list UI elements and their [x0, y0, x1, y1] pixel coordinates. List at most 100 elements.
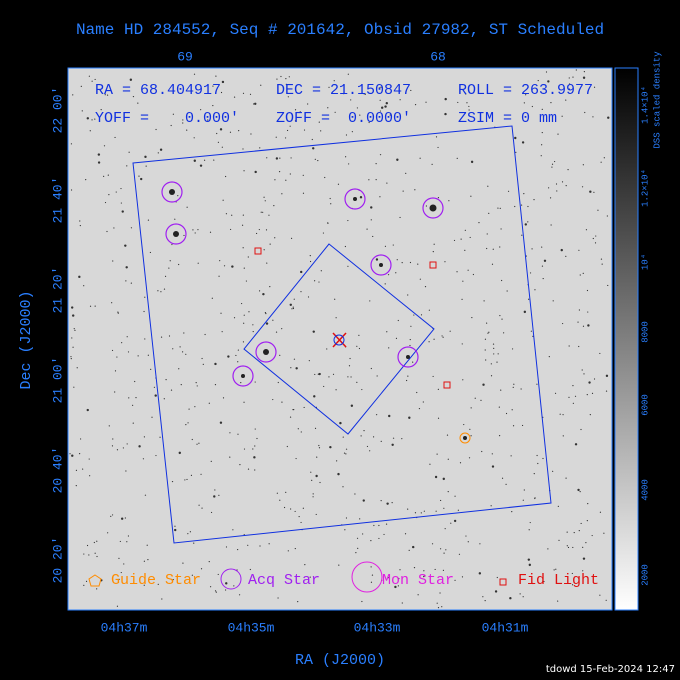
background-star	[312, 493, 314, 495]
background-star	[197, 229, 199, 231]
background-star	[566, 545, 568, 547]
background-star	[174, 525, 176, 527]
background-star	[493, 347, 495, 349]
background-star	[187, 533, 189, 535]
background-star	[560, 248, 563, 252]
background-star	[361, 388, 363, 391]
background-star	[174, 528, 177, 532]
background-star	[574, 395, 577, 397]
background-star	[103, 145, 106, 147]
acq-star	[422, 197, 444, 219]
background-star	[318, 447, 321, 449]
background-star	[73, 328, 75, 330]
background-star	[218, 494, 220, 496]
background-star	[575, 69, 577, 71]
acq-star	[370, 254, 392, 276]
background-star	[507, 190, 510, 192]
background-star	[523, 193, 525, 195]
background-star	[124, 244, 127, 247]
background-star	[275, 136, 277, 138]
background-star	[314, 427, 317, 430]
background-star	[481, 450, 483, 453]
background-star	[219, 260, 221, 262]
background-star	[510, 455, 512, 457]
background-star	[274, 237, 276, 239]
background-star	[272, 398, 274, 401]
background-star	[294, 547, 296, 550]
background-star	[292, 409, 294, 411]
background-star	[262, 292, 265, 296]
background-star	[332, 373, 335, 375]
background-star	[161, 598, 163, 600]
background-star	[450, 522, 452, 524]
background-star	[478, 572, 482, 575]
background-star	[265, 312, 267, 315]
background-star	[318, 444, 320, 447]
background-star	[285, 179, 287, 181]
background-star	[572, 76, 574, 78]
background-star	[366, 445, 369, 448]
background-star	[269, 286, 271, 288]
background-star	[253, 456, 256, 459]
background-star	[211, 297, 213, 299]
background-star	[437, 197, 440, 199]
background-star	[378, 537, 380, 540]
background-star	[243, 448, 246, 450]
background-star	[461, 343, 463, 345]
background-star	[342, 436, 344, 438]
background-star	[218, 275, 220, 277]
background-star	[414, 104, 417, 106]
background-star	[81, 110, 83, 112]
background-star	[243, 401, 245, 403]
background-star	[138, 175, 140, 177]
background-star	[181, 351, 184, 353]
background-star	[386, 182, 388, 184]
background-star	[371, 574, 374, 576]
background-star	[279, 157, 281, 159]
background-star	[94, 305, 96, 307]
background-star	[565, 99, 567, 101]
background-star	[300, 291, 302, 293]
y-axis-label: Dec (J2000)	[18, 290, 35, 389]
background-star	[568, 345, 570, 347]
background-star	[124, 517, 126, 519]
background-star	[111, 349, 114, 352]
background-star	[482, 596, 484, 598]
background-star	[483, 300, 485, 302]
background-star	[293, 358, 296, 360]
background-star	[552, 470, 554, 472]
background-star	[571, 572, 573, 575]
background-star	[76, 367, 78, 369]
background-star	[607, 284, 609, 287]
background-star	[79, 224, 81, 227]
background-star	[501, 279, 503, 282]
background-star	[530, 330, 532, 332]
background-star	[299, 111, 301, 113]
background-star	[330, 203, 332, 205]
background-star	[258, 290, 261, 292]
title: Name HD 284552, Seq # 201642, Obsid 2798…	[76, 21, 604, 39]
background-star	[581, 186, 584, 188]
background-star	[565, 477, 567, 479]
background-star	[522, 596, 524, 598]
background-star	[461, 298, 463, 300]
background-star	[423, 570, 425, 572]
acq-star	[232, 365, 254, 387]
background-star	[369, 300, 371, 302]
background-star	[243, 170, 245, 172]
background-star	[128, 397, 130, 399]
background-star	[360, 435, 362, 437]
legend-entry: Fid Light	[518, 572, 599, 589]
background-star	[94, 552, 96, 554]
background-star	[381, 106, 384, 109]
background-star	[470, 195, 472, 197]
background-star	[380, 440, 382, 442]
background-star	[71, 454, 74, 457]
background-star	[242, 341, 245, 343]
background-star	[506, 290, 508, 292]
background-star	[71, 314, 75, 317]
background-star	[490, 375, 493, 377]
background-star	[472, 273, 474, 276]
background-star	[607, 116, 610, 119]
background-star	[94, 118, 96, 120]
